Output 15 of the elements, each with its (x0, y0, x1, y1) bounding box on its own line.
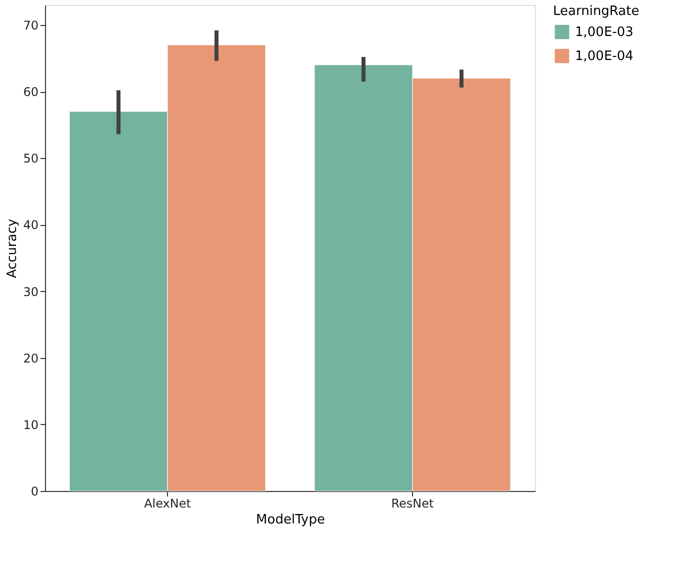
y-tick-label: 70 (23, 18, 38, 32)
y-tick-label: 0 (30, 484, 38, 498)
y-tick-label: 20 (23, 351, 38, 366)
legend-label: 1,00E-04 (575, 49, 634, 64)
legend-label: 1,00E-03 (575, 25, 634, 40)
x-axis-title: ModelType (256, 512, 325, 528)
y-axis-title: Accuracy (5, 218, 20, 278)
x-tick-label: AlexNet (144, 496, 192, 510)
legend-title: LearningRate (553, 4, 640, 19)
y-tick-label: 10 (23, 418, 38, 432)
y-tick-label: 40 (23, 218, 38, 232)
y-tick-label: 60 (23, 85, 38, 100)
y-tick-label: 50 (23, 152, 38, 166)
y-tick-label: 30 (23, 284, 38, 299)
x-tick-label: ResNet (391, 496, 434, 510)
